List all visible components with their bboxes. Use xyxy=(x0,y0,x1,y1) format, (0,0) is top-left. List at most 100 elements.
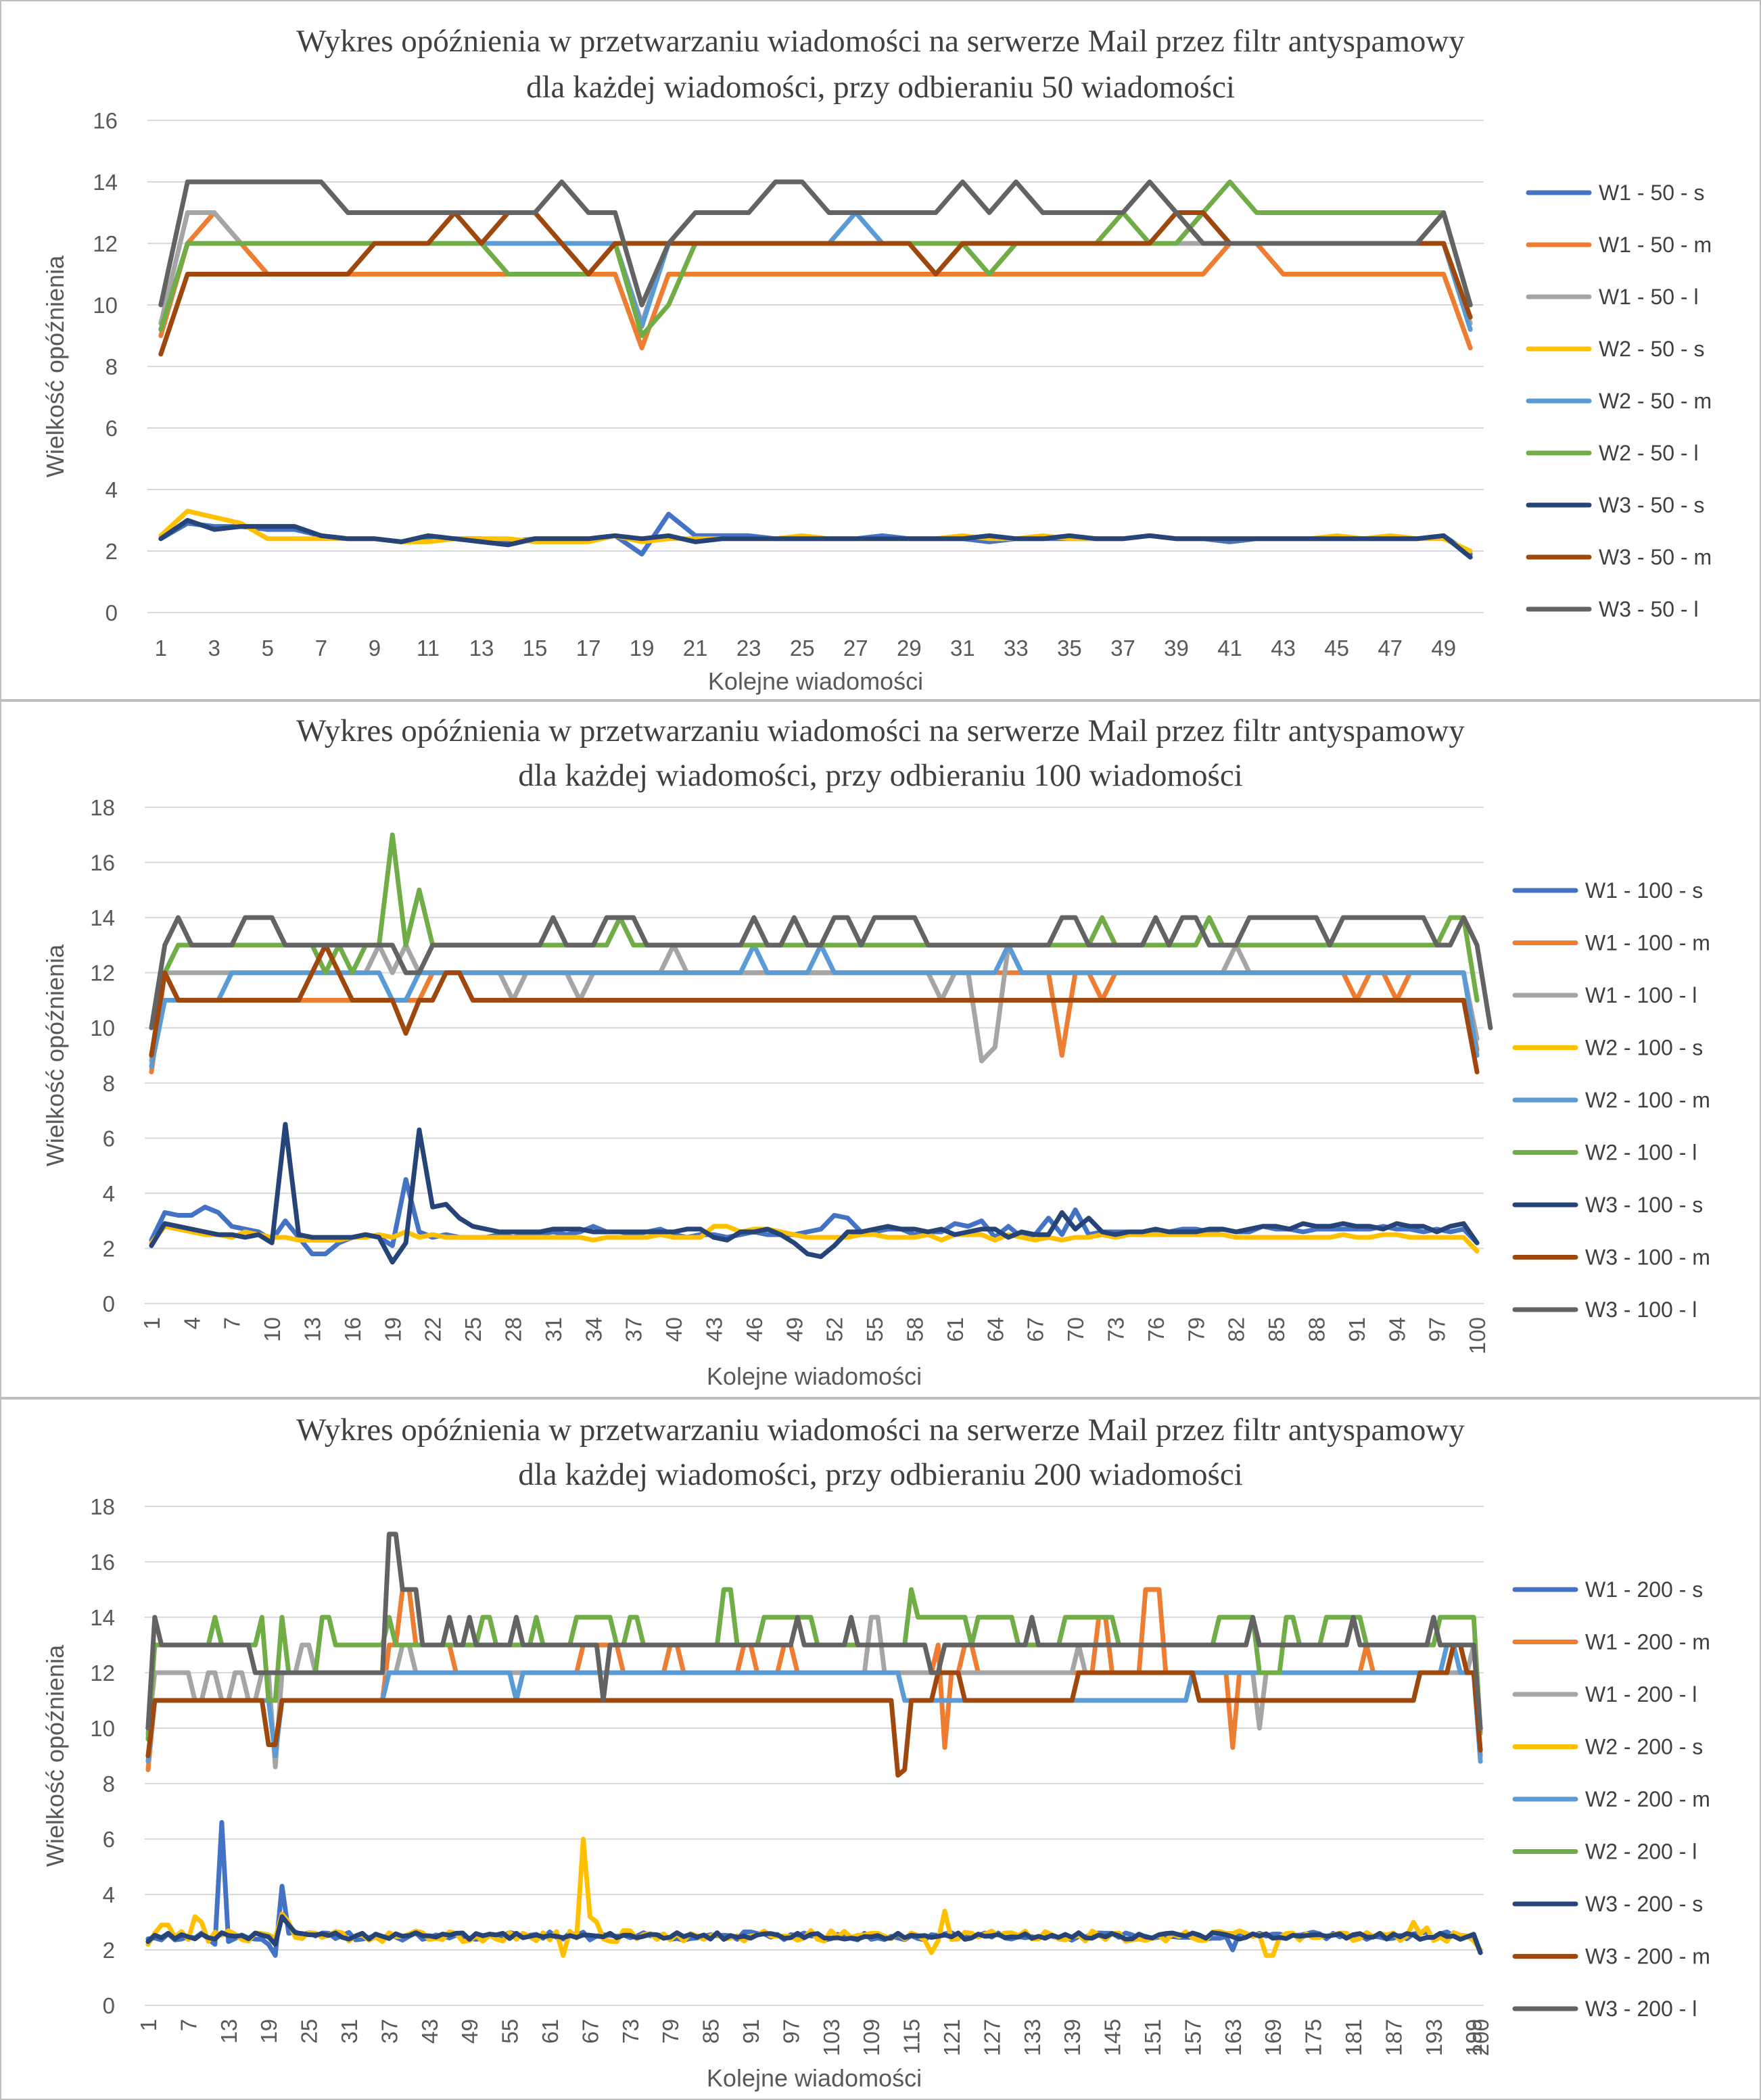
x-tick-label: 79 xyxy=(1183,1317,1208,1342)
x-tick-label: 13 xyxy=(216,2019,241,2044)
chart-panel-50: Wykres opóźnienia w przetwarzaniu wiadom… xyxy=(0,0,1761,700)
x-tick-label: 109 xyxy=(859,2019,884,2056)
x-tick-label: 37 xyxy=(621,1317,647,1342)
x-tick-label: 35 xyxy=(1057,636,1082,661)
y-tick-label: 16 xyxy=(93,108,118,133)
y-tick-label: 4 xyxy=(103,1181,115,1206)
x-tick-label: 45 xyxy=(1324,636,1349,661)
x-tick-label: 7 xyxy=(315,636,327,661)
x-tick-label: 22 xyxy=(421,1317,446,1342)
legend-label: W1 - 200 - m xyxy=(1585,1630,1710,1654)
x-tick-label: 70 xyxy=(1063,1317,1088,1342)
y-tick-label: 12 xyxy=(90,1661,115,1686)
x-tick-label: 127 xyxy=(979,2019,1004,2056)
legend-label: W3 - 100 - l xyxy=(1585,1297,1697,1322)
y-tick-label: 14 xyxy=(93,170,118,195)
x-tick-label: 94 xyxy=(1384,1317,1409,1342)
series-line-w3-50-l xyxy=(158,179,1473,308)
x-tick-label: 100 xyxy=(1465,1317,1490,1354)
y-tick-label: 10 xyxy=(90,1716,115,1741)
series-line-w1-50-s xyxy=(158,511,1473,556)
legend-label: W1 - 100 - s xyxy=(1585,878,1703,903)
chart-subtitle: dla każdej wiadomości, przy odbieraniu 2… xyxy=(518,1457,1243,1492)
y-tick-label: 6 xyxy=(103,1126,115,1151)
x-tick-label: 34 xyxy=(581,1317,606,1342)
x-tick-label: 85 xyxy=(699,2019,724,2044)
y-tick-label: 16 xyxy=(90,851,115,876)
chart-panel-200: Wykres opóźnienia w przetwarzaniu wiadom… xyxy=(0,1398,1761,2100)
y-tick-label: 0 xyxy=(103,1993,115,2018)
series-line-w1-50-m xyxy=(158,210,1473,351)
x-tick-label: 27 xyxy=(843,636,868,661)
chart-title: Wykres opóźnienia w przetwarzaniu wiadom… xyxy=(296,713,1465,748)
x-tick-label: 76 xyxy=(1144,1317,1169,1342)
legend-label: W3 - 200 - m xyxy=(1585,1944,1710,1969)
y-tick-label: 6 xyxy=(103,1827,115,1852)
series-line-w1-50-l xyxy=(158,210,1473,326)
x-tick-label: 64 xyxy=(983,1317,1008,1342)
x-tick-label: 61 xyxy=(943,1317,968,1342)
x-axis-label: Kolejne wiadomości xyxy=(707,1362,922,1390)
legend-label: W3 - 100 - m xyxy=(1585,1245,1710,1270)
legend-label: W1 - 50 - m xyxy=(1599,233,1712,257)
y-tick-label: 2 xyxy=(105,539,118,564)
legend-label: W2 - 200 - m xyxy=(1585,1787,1710,1811)
x-tick-label: 43 xyxy=(417,2019,442,2044)
y-tick-label: 2 xyxy=(103,1938,115,1963)
x-tick-label: 39 xyxy=(1164,636,1189,661)
x-tick-label: 169 xyxy=(1261,2019,1286,2056)
x-tick-label: 1 xyxy=(136,2019,161,2031)
x-tick-label: 103 xyxy=(819,2019,844,2056)
legend-label: W3 - 50 - s xyxy=(1599,493,1704,517)
y-tick-label: 10 xyxy=(90,1016,115,1041)
legend-label: W3 - 200 - l xyxy=(1585,1997,1697,2021)
y-tick-label: 8 xyxy=(103,1071,115,1096)
y-tick-label: 0 xyxy=(103,1291,115,1316)
x-tick-label: 31 xyxy=(950,636,975,661)
legend-label: W2 - 200 - l xyxy=(1585,1840,1697,1864)
x-tick-label: 187 xyxy=(1381,2019,1406,2056)
x-tick-label: 15 xyxy=(523,636,548,661)
x-tick-label: 47 xyxy=(1378,636,1403,661)
y-tick-label: 4 xyxy=(103,1882,115,1907)
x-tick-label: 115 xyxy=(899,2019,924,2055)
y-tick-label: 12 xyxy=(93,231,118,256)
y-tick-label: 8 xyxy=(105,354,118,379)
x-tick-label: 13 xyxy=(469,636,494,661)
y-tick-label: 0 xyxy=(105,600,118,625)
x-tick-label: 25 xyxy=(790,636,815,661)
x-tick-label: 7 xyxy=(220,1317,245,1329)
x-tick-label: 91 xyxy=(1344,1317,1369,1342)
y-axis-label: Wielkość opóźnienia xyxy=(41,944,69,1166)
x-tick-label: 157 xyxy=(1180,2019,1205,2056)
x-tick-label: 40 xyxy=(661,1317,686,1342)
series-line-w3-100-l xyxy=(149,915,1493,1030)
x-tick-label: 43 xyxy=(1271,636,1296,661)
x-tick-label: 97 xyxy=(1425,1317,1450,1342)
x-tick-label: 19 xyxy=(630,636,655,661)
series-line-w1-100-s xyxy=(149,1177,1480,1257)
x-tick-label: 67 xyxy=(1023,1317,1048,1342)
x-tick-label: 31 xyxy=(337,2019,362,2044)
x-tick-label: 139 xyxy=(1060,2019,1085,2056)
y-tick-label: 18 xyxy=(90,795,115,820)
x-tick-label: 200 xyxy=(1468,2019,1493,2056)
x-tick-label: 55 xyxy=(498,2019,523,2044)
legend-label: W1 - 100 - m xyxy=(1585,931,1710,955)
x-tick-label: 85 xyxy=(1264,1317,1289,1342)
x-tick-label: 23 xyxy=(736,636,761,661)
x-tick-label: 88 xyxy=(1305,1317,1330,1342)
x-tick-label: 49 xyxy=(782,1317,807,1342)
series-line-w2-50-m xyxy=(158,210,1473,332)
series-line-w2-100-m xyxy=(149,942,1480,1069)
y-tick-label: 14 xyxy=(90,905,115,930)
x-tick-label: 37 xyxy=(1110,636,1135,661)
x-tick-label: 7 xyxy=(176,2019,201,2031)
x-tick-label: 3 xyxy=(208,636,220,661)
y-tick-label: 14 xyxy=(90,1605,115,1630)
legend-label: W2 - 50 - m xyxy=(1599,389,1712,413)
x-axis-label: Kolejne wiadomości xyxy=(708,667,923,695)
x-tick-label: 1 xyxy=(139,1317,164,1329)
x-tick-label: 151 xyxy=(1140,2019,1165,2056)
x-tick-label: 21 xyxy=(683,636,708,661)
